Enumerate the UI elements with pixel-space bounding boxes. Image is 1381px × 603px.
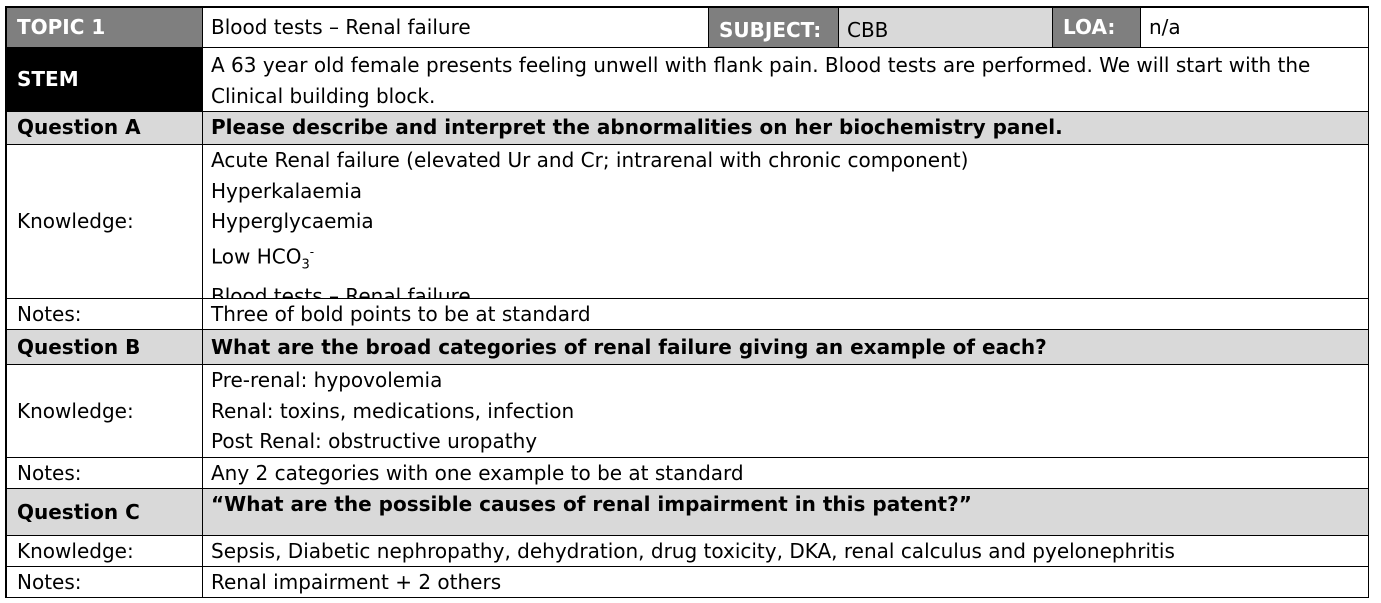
knowledge-line: Renal: toxins, medications, infection — [211, 398, 575, 423]
exam-table: TOPIC 1 Blood tests – Renal failure SUBJ… — [5, 6, 1369, 598]
knowledge-line: Post Renal: obstructive uropathy — [211, 429, 538, 453]
notes-label: Notes: — [7, 299, 203, 330]
knowledge-line: Acute Renal failure (elevated Ur and Cr;… — [211, 148, 969, 172]
question-b-row: Question B What are the broad categories… — [7, 330, 1369, 365]
topic-value: Blood tests – Renal failure — [203, 8, 709, 48]
header-row: TOPIC 1 Blood tests – Renal failure SUBJ… — [7, 8, 1369, 48]
question-b-notes-row: Notes: Any 2 categories with one example… — [7, 458, 1369, 489]
question-c-label: Question C — [7, 489, 203, 536]
stem-label: STEM — [7, 48, 203, 112]
question-b-notes: Any 2 categories with one example to be … — [203, 458, 1369, 489]
hco3-subscript: 3 — [301, 257, 310, 273]
question-c-knowledge: Sepsis, Diabetic nephropathy, dehydratio… — [203, 536, 1369, 567]
knowledge-line: Pre-renal: hypovolemia — [211, 368, 443, 392]
topic-label: TOPIC 1 — [7, 8, 203, 48]
stem-row: STEM A 63 year old female presents feeli… — [7, 48, 1369, 112]
question-a-label: Question A — [7, 112, 203, 145]
knowledge-line: Blood tests – Renal failure — [211, 283, 471, 299]
question-b-knowledge-row: Knowledge: Pre-renal: hypovolemia Renal:… — [7, 365, 1369, 458]
question-a-knowledge-row: Knowledge: Acute Renal failure (elevated… — [7, 145, 1369, 299]
knowledge-label: Knowledge: — [7, 536, 203, 567]
question-b-text: What are the broad categories of renal f… — [203, 330, 1369, 365]
question-a-text: Please describe and interpret the abnorm… — [203, 112, 1369, 145]
hco3-text: Low HCO — [211, 244, 302, 269]
knowledge-line: Hyperkalaemia — [211, 178, 362, 203]
notes-label: Notes: — [7, 458, 203, 489]
knowledge-line: Hyperglycaemia — [211, 209, 374, 233]
stem-line: A 63 year old female presents feeling un… — [211, 53, 1311, 77]
loa-value: n/a — [1141, 8, 1369, 48]
question-c-row: Question C “What are the possible causes… — [7, 489, 1369, 536]
question-a-knowledge: Acute Renal failure (elevated Ur and Cr;… — [203, 145, 1369, 299]
question-c-notes: Renal impairment + 2 others — [203, 567, 1369, 598]
question-c-notes-row: Notes: Renal impairment + 2 others — [7, 567, 1369, 598]
subject-value: CBB — [839, 8, 1053, 48]
question-b-knowledge: Pre-renal: hypovolemia Renal: toxins, me… — [203, 365, 1369, 458]
knowledge-line-hco3: Low HCO3- — [211, 237, 1360, 281]
question-a-row: Question A Please describe and interpret… — [7, 112, 1369, 145]
question-a-notes-row: Notes: Three of bold points to be at sta… — [7, 299, 1369, 330]
hco3-superscript: - — [309, 244, 315, 259]
question-c-knowledge-row: Knowledge: Sepsis, Diabetic nephropathy,… — [7, 536, 1369, 567]
subject-label: SUBJECT: — [709, 8, 839, 48]
stem-text: A 63 year old female presents feeling un… — [203, 48, 1369, 112]
knowledge-label: Knowledge: — [7, 145, 203, 299]
question-b-label: Question B — [7, 330, 203, 365]
question-a-notes: Three of bold points to be at standard — [203, 299, 1369, 330]
stem-line: Clinical building block. — [211, 83, 436, 108]
question-c-text: “What are the possible causes of renal i… — [203, 489, 1369, 536]
notes-label: Notes: — [7, 567, 203, 598]
knowledge-label: Knowledge: — [7, 365, 203, 458]
loa-label: LOA: — [1053, 8, 1141, 48]
